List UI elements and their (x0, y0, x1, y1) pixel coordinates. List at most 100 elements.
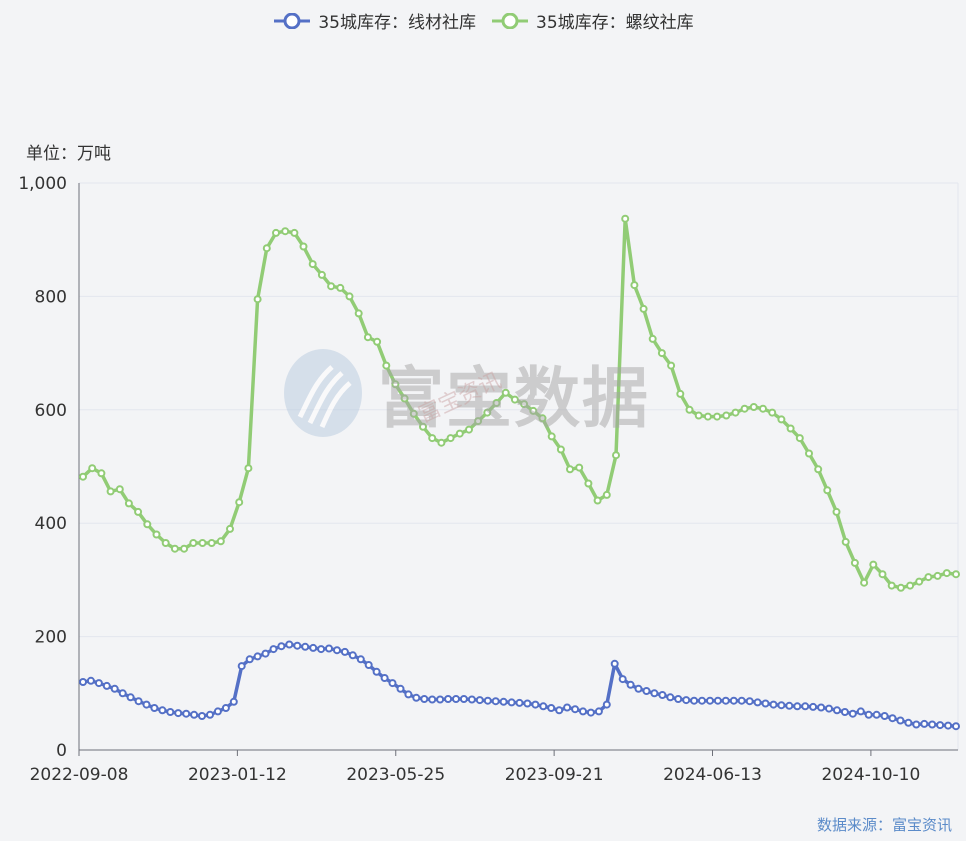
data-point (253, 295, 262, 304)
data-point (396, 684, 405, 693)
data-point (190, 710, 199, 719)
data-point (745, 697, 754, 706)
data-point (952, 722, 960, 731)
data-point (235, 498, 244, 507)
data-point (152, 530, 161, 539)
data-point (459, 695, 468, 703)
data-point (404, 690, 413, 699)
data-point (602, 700, 611, 709)
data-point (380, 674, 389, 682)
data-point (428, 695, 437, 704)
data-point (848, 709, 857, 718)
data-point (467, 695, 476, 704)
data-point (737, 696, 746, 705)
data-point (507, 698, 516, 707)
data-point (102, 681, 111, 690)
data-point (698, 696, 706, 705)
data-point (382, 361, 391, 370)
data-point (245, 655, 254, 664)
data-point (740, 404, 749, 413)
x-axis-tick-labels: 2022-09-08 2023-01-12 2023-05-25 2023-09-21… (30, 765, 921, 785)
data-point (290, 228, 299, 237)
legend[interactable]: 35城库存：线材社库 35城库存：螺纹社库 (0, 8, 966, 33)
x-tick-label: 2023-05-25 (346, 765, 445, 785)
data-point (880, 712, 889, 720)
data-point (869, 560, 878, 569)
data-point (299, 242, 308, 251)
x-tick-label: 2024-06-13 (663, 765, 762, 785)
data-point (650, 689, 659, 698)
data-point (281, 227, 290, 236)
data-point (293, 641, 302, 650)
data-point (301, 642, 310, 651)
data-point (936, 721, 945, 730)
data-point (872, 710, 881, 719)
data-point (226, 524, 234, 533)
legend-label: 35城库存：螺纹社库 (536, 13, 694, 33)
data-point (749, 403, 758, 411)
data-point (510, 395, 519, 404)
data-point (786, 424, 795, 433)
x-tick-label: 2024-10-10 (821, 765, 920, 785)
data-point (674, 695, 683, 703)
data-point (79, 472, 87, 481)
data-point (703, 412, 712, 421)
data-point (499, 697, 508, 706)
data-point (547, 432, 556, 441)
data-point (174, 709, 183, 718)
data-point (333, 646, 341, 655)
data-point (213, 707, 222, 716)
y-tick-label: 400 (35, 514, 67, 534)
data-point (547, 704, 556, 712)
data-point (896, 583, 905, 592)
data-point (134, 697, 143, 706)
data-point (612, 451, 620, 460)
y-axis-tick-labels: 0 200 400 600 800 1,000 (18, 174, 67, 761)
data-point (170, 544, 179, 553)
data-point (436, 695, 445, 704)
series-2 (79, 214, 960, 592)
data-point (777, 415, 786, 424)
watermark-logo-icon (284, 349, 362, 437)
data-point (694, 411, 703, 420)
legend-label: 35城库存：线材社库 (318, 13, 476, 33)
data-point (713, 696, 722, 705)
data-point (887, 581, 896, 590)
data-point (308, 260, 317, 269)
data-point (793, 702, 802, 711)
data-point (575, 463, 584, 472)
data-point (531, 700, 540, 709)
data-point (722, 411, 731, 420)
data-point (753, 698, 762, 707)
data-point (952, 570, 960, 579)
data-point (833, 706, 841, 715)
data-point (106, 487, 115, 496)
data-point (142, 700, 151, 709)
data-point (216, 537, 225, 546)
x-tick-label: 2022-09-08 (30, 765, 129, 785)
data-point (933, 571, 942, 580)
data-point (475, 696, 484, 705)
data-point (189, 539, 198, 547)
data-point (563, 703, 572, 712)
data-point (94, 679, 103, 688)
data-point (409, 409, 418, 418)
data-point (713, 412, 722, 421)
data-point (924, 573, 933, 582)
data-point (593, 496, 602, 505)
data-point (372, 667, 381, 676)
data-point (317, 270, 326, 279)
data-point (809, 702, 818, 711)
data-point (364, 661, 373, 669)
data-point (285, 640, 294, 649)
data-point (944, 721, 953, 730)
legend-item-rebar[interactable]: 35城库存：螺纹社库 (490, 8, 694, 33)
y-tick-label: 200 (35, 628, 67, 648)
watermark-text: 富宝数据 (378, 360, 650, 437)
data-point (309, 643, 318, 652)
legend-item-wire-rod[interactable]: 35城库存：线材社库 (272, 8, 476, 33)
data-point (79, 678, 87, 686)
data-point (795, 434, 804, 443)
data-point (336, 283, 345, 292)
